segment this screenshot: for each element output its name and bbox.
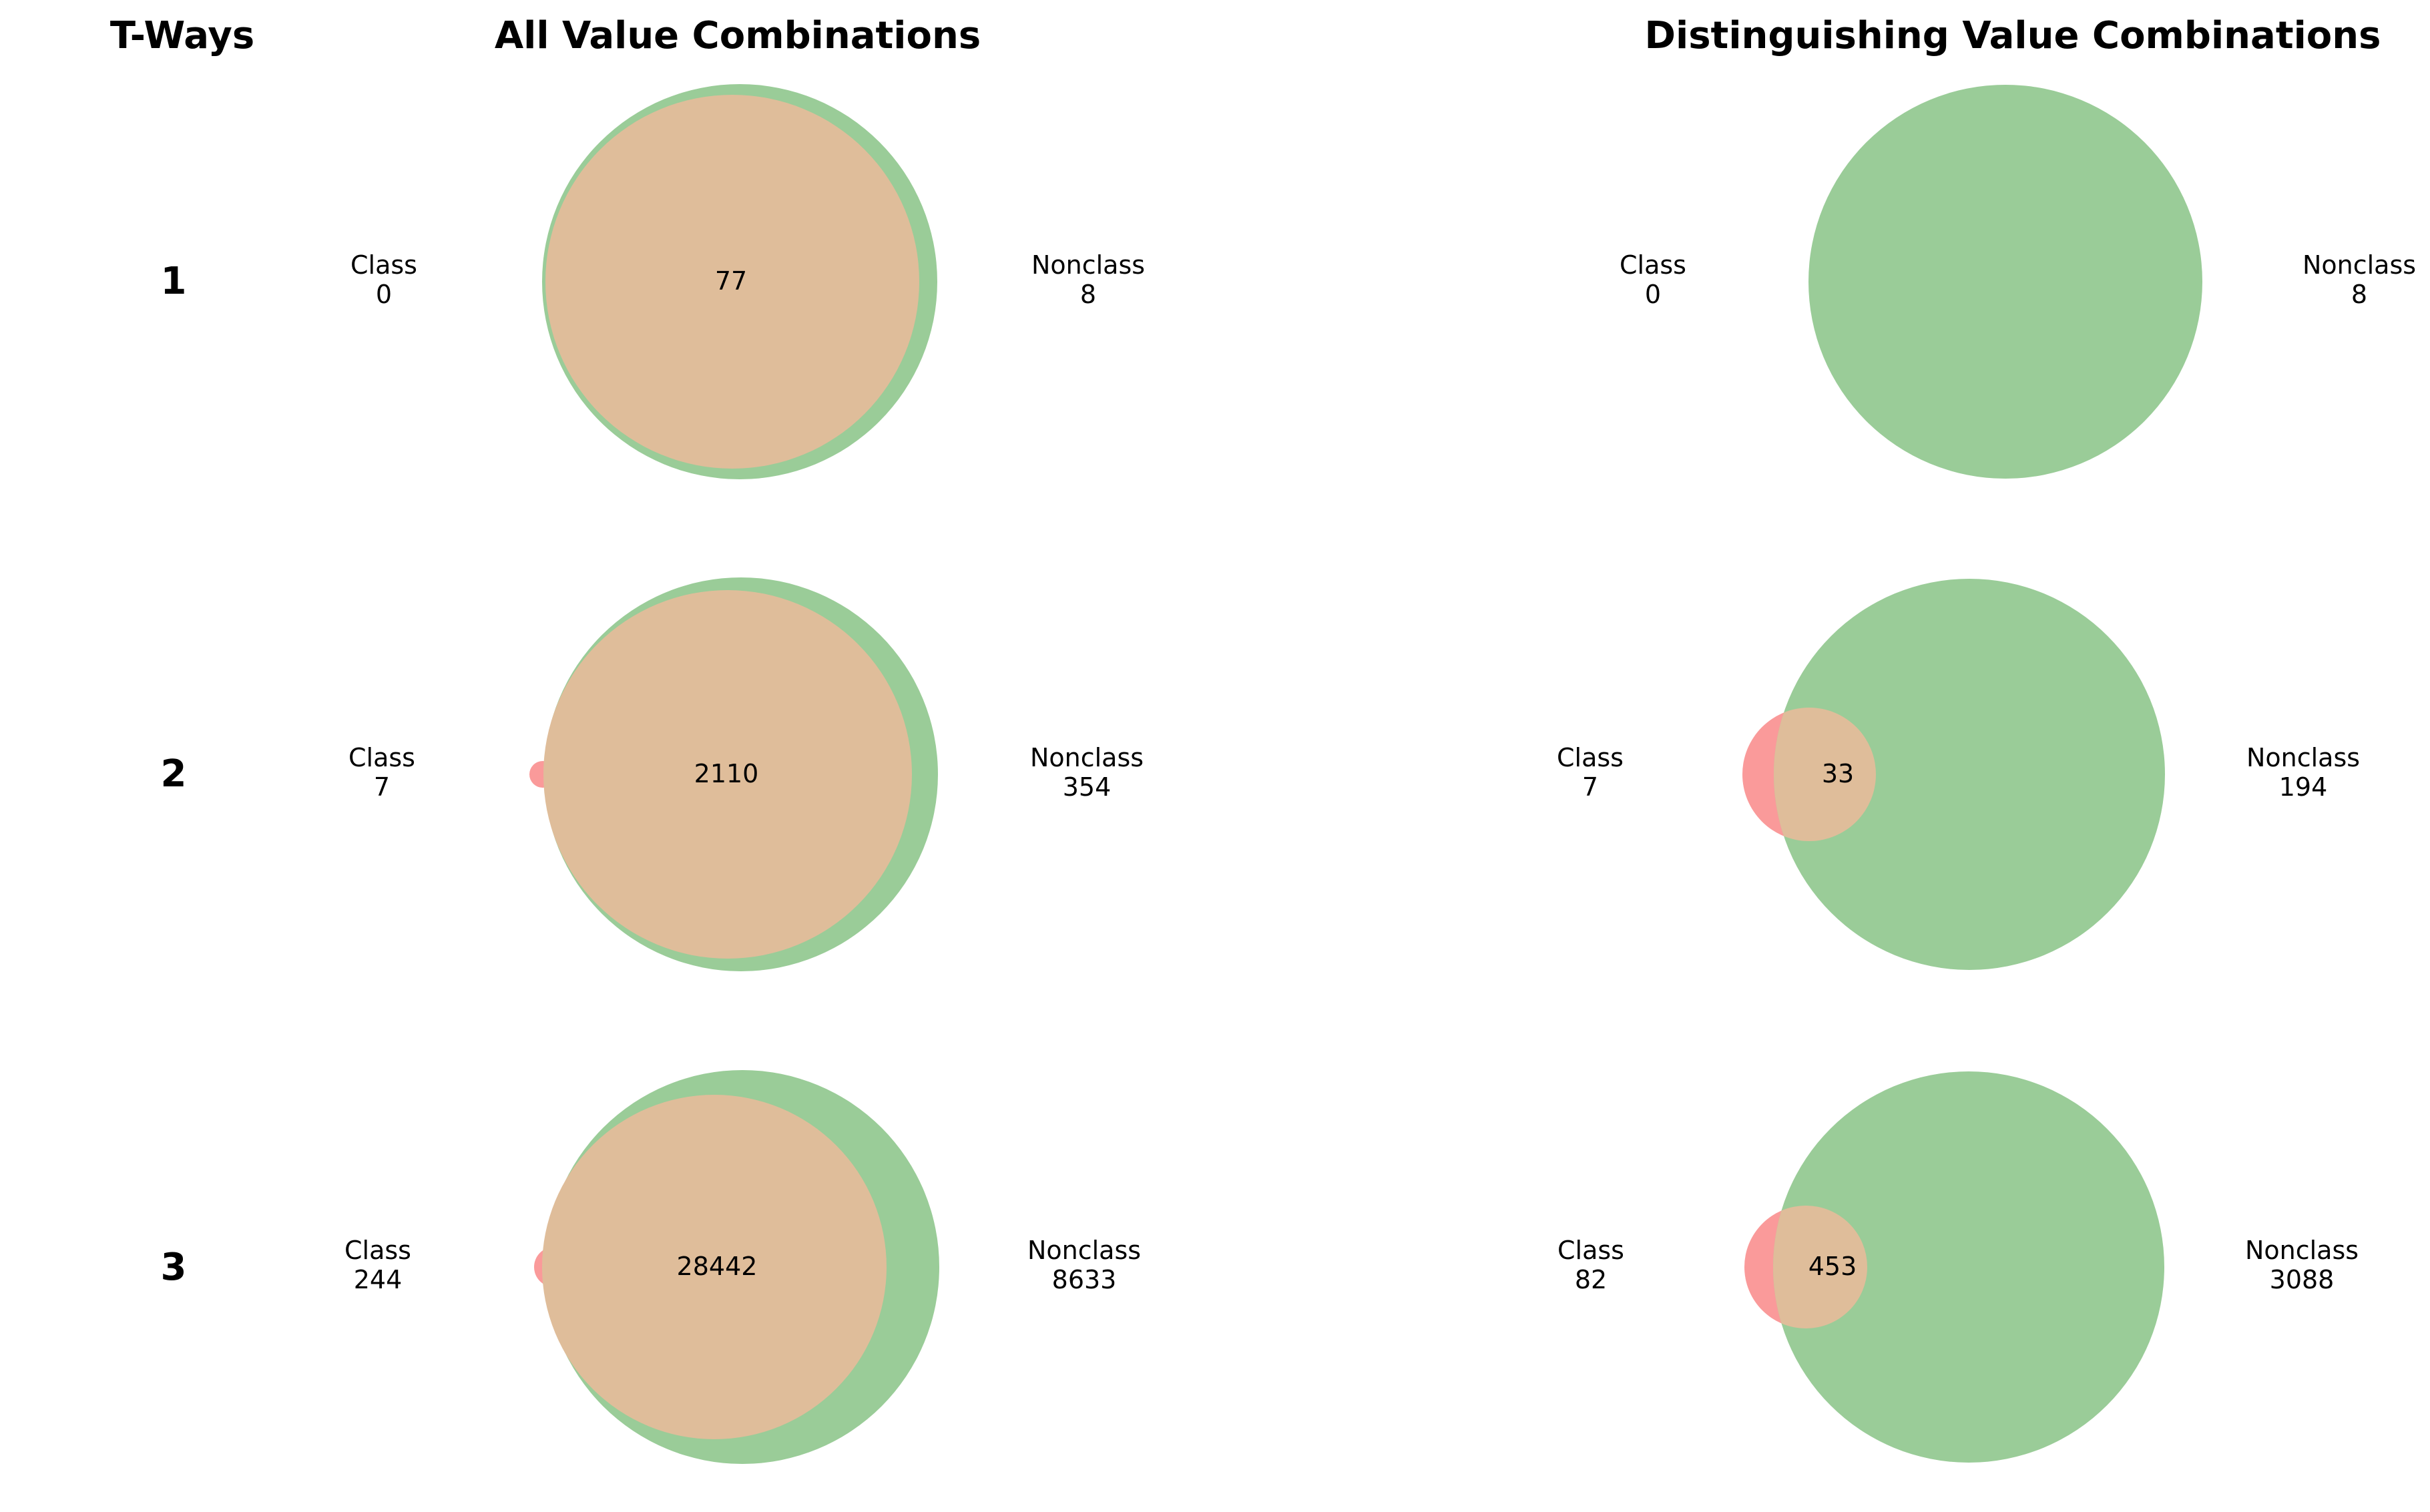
- class-only-count: 7: [374, 772, 390, 802]
- class-label: Class: [1620, 250, 1686, 280]
- row-1-t-way: 1: [161, 260, 187, 303]
- overlap-count: 453: [1808, 1252, 1857, 1281]
- venn-row-3-distinguishing: 453 Class 82 Nonclass 3088: [1557, 1071, 2359, 1463]
- class-label: Class: [1557, 743, 1624, 772]
- class-label: Class: [1557, 1236, 1624, 1265]
- overlap-count: 2110: [694, 759, 759, 788]
- nonclass-label: Nonclass: [2245, 1236, 2359, 1265]
- class-circle: [542, 1095, 887, 1439]
- nonclass-circle: [1773, 1071, 2164, 1463]
- overlap-count: 77: [715, 266, 747, 296]
- nonclass-label: Nonclass: [1030, 743, 1144, 772]
- nonclass-only-count: 194: [2279, 772, 2328, 802]
- venn-row-1-distinguishing: Class 0 Nonclass 8: [1620, 85, 2416, 479]
- class-circle: [545, 95, 919, 469]
- header-distinguishing-value-combinations: Distinguishing Value Combinations: [1645, 14, 2381, 57]
- venn-row-2-all: 2110 Class 7 Nonclass 354: [348, 577, 1144, 971]
- nonclass-only-count: 8: [2351, 280, 2367, 309]
- class-only-count: 82: [1575, 1265, 1607, 1294]
- nonclass-label: Nonclass: [1027, 1236, 1141, 1265]
- nonclass-label: Nonclass: [1031, 250, 1145, 280]
- class-circle: [543, 590, 912, 959]
- venn-row-3-all: 28442 Class 244 Nonclass 8633: [344, 1070, 1141, 1464]
- row-2-t-way: 2: [161, 752, 187, 796]
- venn-row-1-all: 77 Class 0 Nonclass 8: [350, 84, 1145, 479]
- nonclass-circle: [1774, 579, 2165, 970]
- header-t-ways: T-Ways: [110, 14, 254, 57]
- header-all-value-combinations: All Value Combinations: [495, 14, 981, 57]
- nonclass-only-count: 8: [1080, 280, 1096, 309]
- class-only-count: 0: [1645, 280, 1661, 309]
- nonclass-only-count: 3088: [2270, 1265, 2335, 1294]
- nonclass-label: Nonclass: [2246, 743, 2360, 772]
- overlap-count: 33: [1822, 759, 1854, 788]
- nonclass-only-count: 8633: [1052, 1265, 1117, 1294]
- nonclass-circle: [1808, 85, 2202, 479]
- row-3-t-way: 3: [161, 1246, 187, 1289]
- class-only-count: 7: [1582, 772, 1598, 802]
- class-label: Class: [350, 250, 417, 280]
- overlap-count: 28442: [677, 1252, 758, 1281]
- nonclass-label: Nonclass: [2302, 250, 2416, 280]
- class-label: Class: [344, 1236, 411, 1265]
- class-only-count: 0: [376, 280, 392, 309]
- class-only-count: 244: [354, 1265, 403, 1294]
- nonclass-only-count: 354: [1063, 772, 1112, 802]
- venn-row-2-distinguishing: 33 Class 7 Nonclass 194: [1557, 579, 2360, 970]
- class-label: Class: [348, 743, 415, 772]
